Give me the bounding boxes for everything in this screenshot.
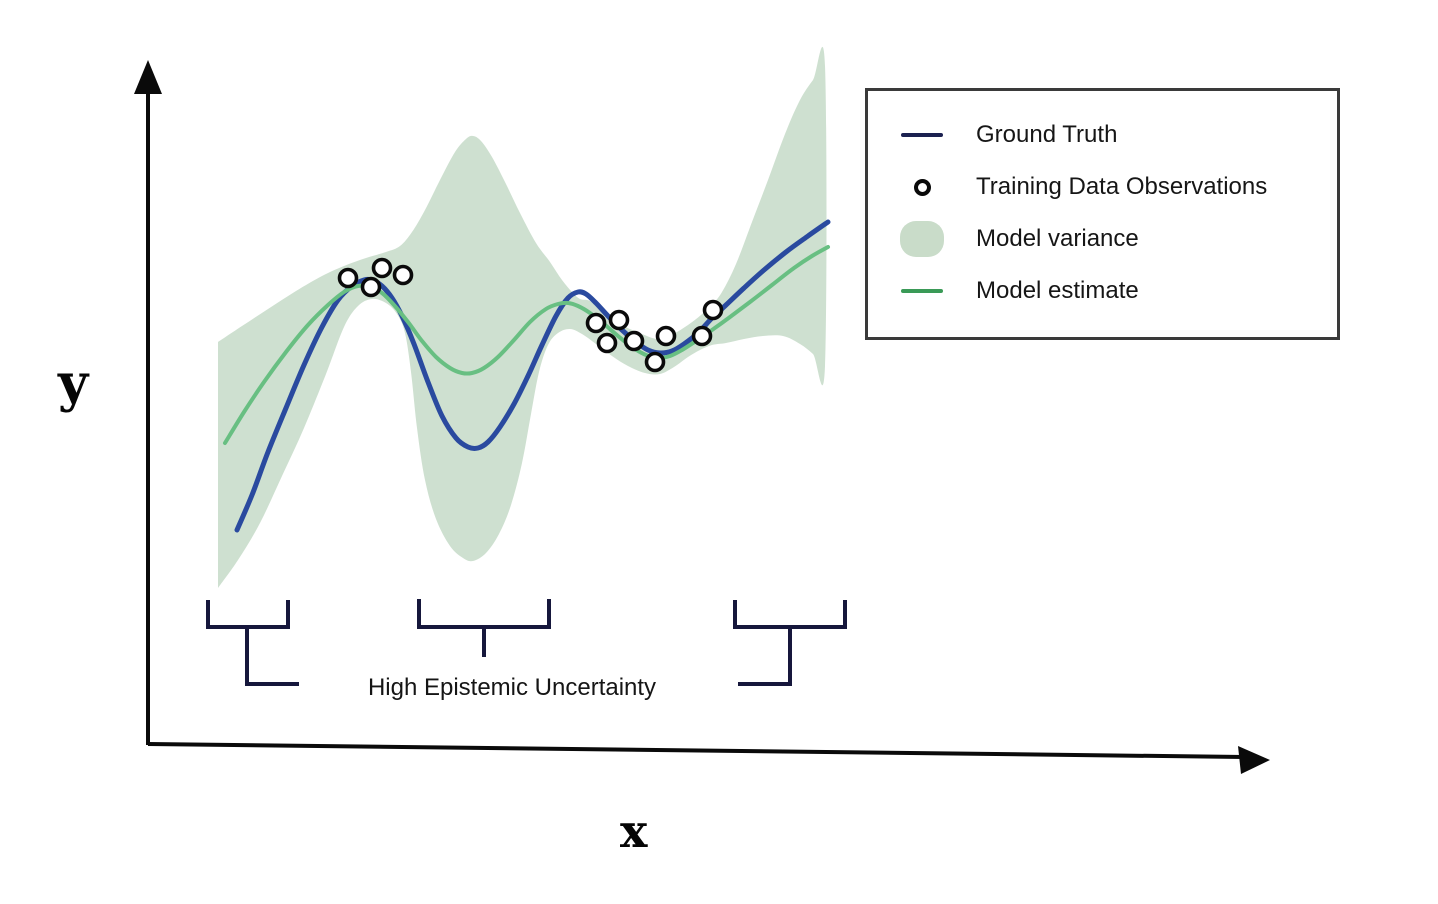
training-data-point xyxy=(608,309,630,331)
training-data-point xyxy=(623,330,645,352)
model-variance-band xyxy=(218,46,827,589)
y-axis-arrow-icon xyxy=(134,60,162,94)
training-data-points xyxy=(337,257,724,373)
legend-row-model-variance: Model variance xyxy=(868,219,1337,259)
y-axis-label: y xyxy=(58,353,89,414)
uncertainty-bracket xyxy=(206,600,299,686)
legend-row-ground-truth: Ground Truth xyxy=(868,115,1337,155)
uncertainty-bracket xyxy=(733,600,847,686)
uncertainty-brackets xyxy=(206,599,847,686)
x-axis-line xyxy=(147,742,1245,759)
legend-box: Ground Truth Training Data Observations … xyxy=(865,88,1340,340)
legend-label: Model estimate xyxy=(976,277,1139,304)
training-data-point xyxy=(644,351,666,373)
uncertainty-bracket xyxy=(417,599,551,657)
legend-row-training-data: Training Data Observations xyxy=(868,167,1337,207)
model-estimate-line-swatch-icon xyxy=(901,289,943,293)
legend-label: Model variance xyxy=(976,225,1139,252)
axes xyxy=(134,60,1270,774)
ground-truth-line-swatch-icon xyxy=(901,133,943,137)
legend-swatch-cell xyxy=(868,289,976,293)
training-data-point xyxy=(371,257,393,279)
legend-row-model-estimate: Model estimate xyxy=(868,271,1337,311)
x-axis-label: x xyxy=(620,804,648,858)
training-data-point xyxy=(585,312,607,334)
legend-label: Training Data Observations xyxy=(976,173,1268,200)
training-data-point xyxy=(691,325,713,347)
legend-swatch-cell xyxy=(868,133,976,137)
training-data-point xyxy=(337,267,359,289)
training-data-point xyxy=(596,332,618,354)
legend-label: Ground Truth xyxy=(976,121,1118,148)
training-data-marker-icon xyxy=(913,178,931,196)
training-data-point xyxy=(702,299,724,321)
legend-swatch-cell xyxy=(868,221,976,257)
x-axis-arrow-icon xyxy=(1238,746,1270,774)
model-variance-blob-icon xyxy=(900,221,944,257)
annotation-high-epistemic-uncertainty: High Epistemic Uncertainty xyxy=(367,674,657,701)
training-data-point xyxy=(655,325,677,347)
legend-swatch-cell xyxy=(868,178,976,196)
training-data-point xyxy=(360,276,382,298)
training-data-point xyxy=(392,264,414,286)
